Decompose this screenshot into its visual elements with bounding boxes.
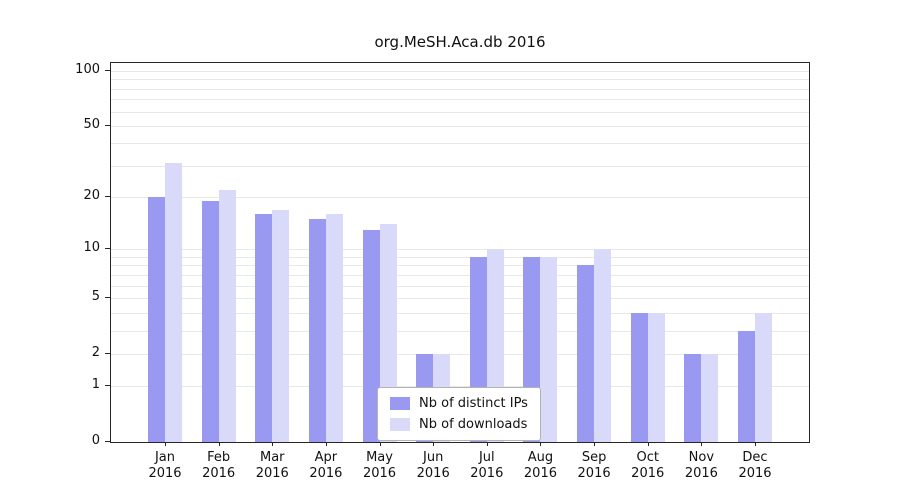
x-tick-label: Aug 2016 (523, 450, 557, 481)
gridline (111, 353, 809, 355)
bar-nb-of-downloads (272, 209, 290, 442)
bar-nb-of-downloads (540, 256, 558, 442)
bar-nb-of-downloads (325, 214, 343, 442)
gridline (111, 386, 809, 388)
gridline (111, 125, 809, 127)
x-tick-mark (379, 442, 381, 446)
bar-nb-of-downloads (594, 249, 612, 442)
bar-nb-of-downloads (755, 312, 772, 442)
y-tick-label: 5 (91, 288, 100, 304)
y-tick-mark (105, 385, 110, 387)
bar-nb-of-downloads (647, 312, 665, 442)
legend-swatch-distinct-ips (390, 397, 410, 410)
x-tick-mark (165, 442, 166, 446)
gridline (111, 249, 809, 251)
chart-title: org.MeSH.Aca.db 2016 (374, 33, 546, 51)
y-tick-label: 20 (83, 188, 100, 204)
legend-swatch-downloads (390, 418, 410, 431)
x-tick-mark (272, 442, 274, 446)
y-tick-label: 10 (83, 240, 100, 256)
legend-label-downloads: Nb of downloads (419, 417, 528, 432)
x-tick-label: Dec 2016 (738, 450, 772, 481)
x-tick-mark (647, 442, 649, 446)
bar-nb-of-distinct-ips (684, 353, 702, 442)
gridline (111, 71, 809, 72)
gridline (111, 274, 809, 276)
legend-item-downloads: Nb of downloads (390, 417, 528, 432)
bar-nb-of-distinct-ips (255, 214, 273, 442)
y-tick-mark (105, 124, 110, 126)
x-tick-mark (486, 442, 488, 446)
gridline (111, 143, 809, 145)
x-tick-label: Jan 2016 (148, 450, 182, 481)
gridline (111, 256, 809, 258)
x-tick-label: Feb 2016 (202, 450, 236, 481)
x-tick-label: May 2016 (362, 450, 397, 481)
legend-item-distinct-ips: Nb of distinct IPs (390, 396, 528, 411)
y-tick-mark (105, 196, 110, 198)
y-tick-label: 0 (91, 433, 100, 448)
y-tick-mark (105, 352, 110, 354)
x-tick-mark (540, 442, 542, 446)
bar-nb-of-distinct-ips (630, 312, 648, 442)
bar-nb-of-distinct-ips (738, 330, 755, 442)
x-tick-label: Mar 2016 (255, 450, 289, 481)
y-tick-mark (105, 441, 110, 442)
x-tick-label: Jul 2016 (470, 450, 504, 481)
plot-area: Nb of distinct IPs Nb of downloads (110, 62, 810, 443)
legend-box: Nb of distinct IPs Nb of downloads (377, 387, 541, 441)
x-tick-label: Apr 2016 (309, 450, 343, 481)
gridline (111, 88, 809, 90)
gridline (111, 312, 809, 314)
x-tick-label: Jun 2016 (416, 450, 450, 481)
x-tick-mark (594, 442, 596, 446)
legend-label-distinct-ips: Nb of distinct IPs (419, 396, 528, 411)
x-tick-label: Nov 2016 (684, 450, 718, 481)
y-tick-label: 2 (91, 344, 100, 360)
bar-nb-of-downloads (165, 163, 182, 442)
x-tick-label: Sep 2016 (577, 450, 611, 481)
x-tick-mark (218, 442, 220, 446)
gridline (111, 165, 809, 167)
bar-nb-of-downloads (218, 189, 236, 442)
gridline (111, 197, 809, 199)
y-tick-label: 1 (91, 377, 100, 393)
bar-nb-of-distinct-ips (308, 219, 326, 442)
x-tick-mark (325, 442, 327, 446)
bar-nb-of-distinct-ips (362, 229, 380, 442)
gridline (111, 285, 809, 287)
gridline (111, 99, 809, 101)
y-tick-label: 50 (83, 116, 100, 132)
x-tick-mark (433, 442, 435, 446)
y-tick-label: 100 (75, 62, 100, 77)
x-tick-mark (755, 442, 756, 446)
gridline (111, 265, 809, 267)
y-tick-mark (105, 296, 110, 298)
gridline (111, 330, 809, 332)
y-tick-mark (105, 248, 110, 250)
bar-nb-of-distinct-ips (148, 197, 165, 442)
bar-nb-of-downloads (701, 353, 719, 442)
gridline (111, 79, 809, 81)
gridline (111, 111, 809, 113)
x-tick-label: Oct 2016 (631, 450, 665, 481)
x-tick-mark (701, 442, 703, 446)
bar-nb-of-distinct-ips (577, 265, 595, 442)
bar-nb-of-distinct-ips (201, 201, 219, 442)
gridline (111, 297, 809, 299)
y-tick-mark (105, 70, 110, 71)
